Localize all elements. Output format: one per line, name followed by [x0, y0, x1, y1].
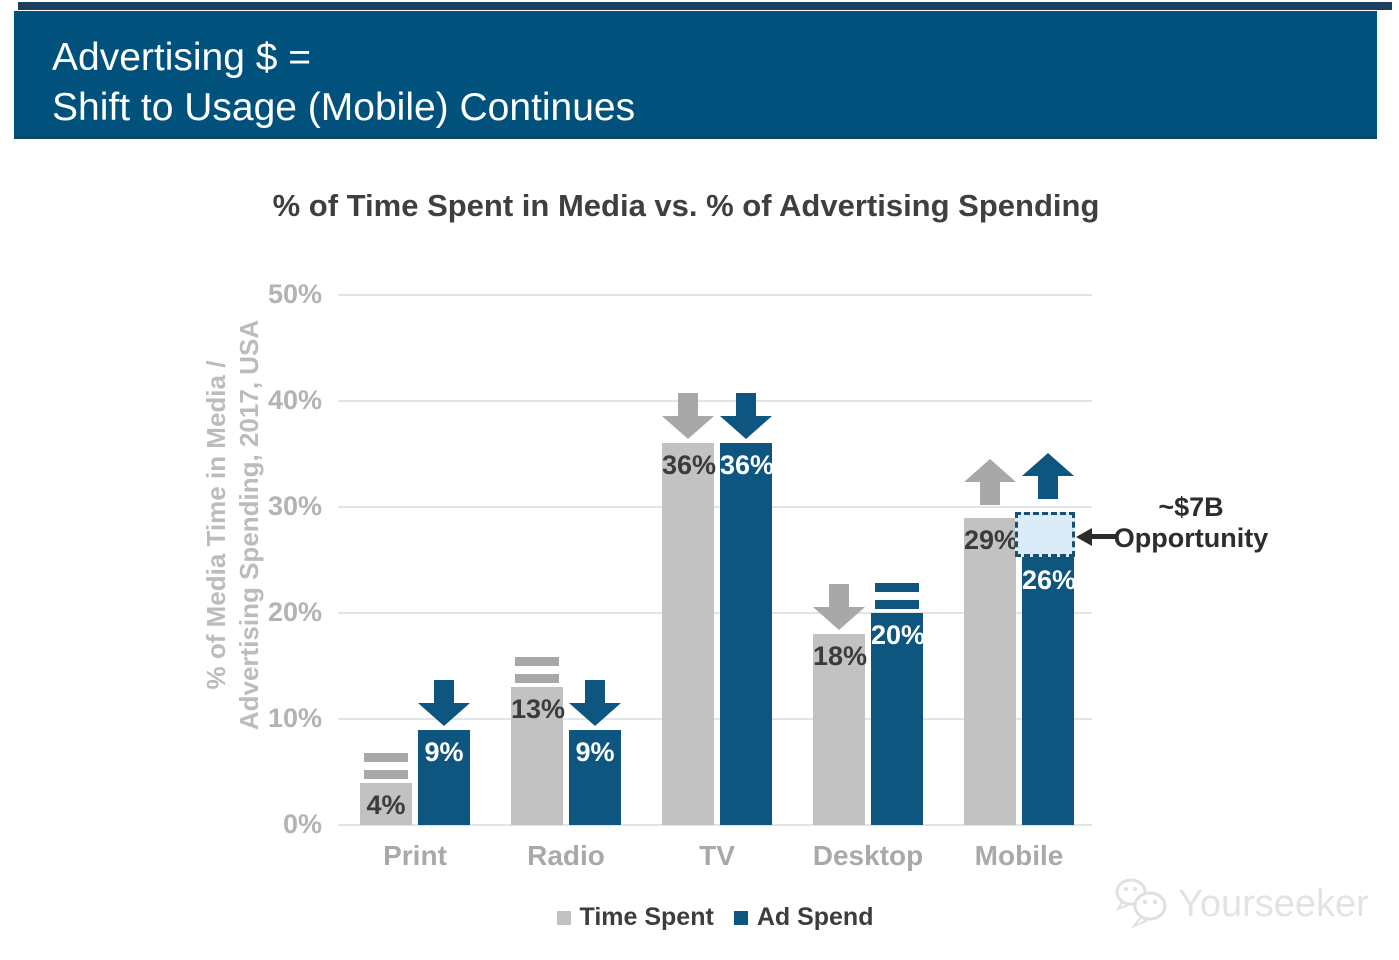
- bar-time-spent-desktop: [813, 634, 865, 825]
- value-label-ad-spend-mobile: 26%: [1022, 565, 1077, 596]
- value-label-ad-spend-radio: 9%: [575, 736, 615, 767]
- ad-spend-swatch-icon: [733, 910, 748, 925]
- equals-icon-time-spent-radio: [515, 657, 559, 684]
- value-label-ad-spend-desktop: 20%: [871, 620, 926, 650]
- up-arrow-icon-ad-spend-mobile: [1022, 453, 1074, 500]
- down-arrow-icon-time-spent-tv: [662, 393, 714, 440]
- gridline-20: [338, 612, 1092, 614]
- time-spent-swatch-icon: [556, 910, 571, 925]
- down-arrow-icon-ad-spend-print: [418, 679, 470, 726]
- legend-item-time-spent: Time Spent: [556, 903, 714, 932]
- gridline-40: [338, 400, 1092, 402]
- legend-label-ad-spend: Ad Spend: [756, 903, 874, 931]
- bar-ad-spend-mobile: [1022, 549, 1074, 825]
- chat-bubbles-icon: [1115, 878, 1167, 929]
- banner-line1: Advertising $ =: [52, 36, 312, 79]
- bar-time-spent-tv: [662, 443, 714, 825]
- gridline-50: [338, 294, 1092, 296]
- y-axis-label-line1: % of Media Time in Media /: [201, 360, 231, 690]
- gridline-0: [338, 824, 1092, 826]
- y-axis-label: % of Media Time in Media / Advertising S…: [200, 300, 266, 750]
- equals-icon-ad-spend-desktop: [875, 583, 919, 609]
- category-label-radio: Radio: [527, 840, 605, 871]
- gridline-10: [338, 718, 1092, 720]
- value-label-ad-spend-tv: 36%: [720, 450, 775, 481]
- category-label-mobile: Mobile: [974, 840, 1064, 871]
- annotation-arrow-left-icon: [1076, 528, 1092, 546]
- y-axis-label-line2: Advertising Spending, 2017, USA: [234, 319, 264, 731]
- bar-ad-spend-tv: [720, 443, 772, 825]
- bar-ad-spend-radio: [569, 729, 621, 825]
- banner-line2: Shift to Usage (Mobile) Continues: [52, 86, 636, 129]
- y-tick-label: 20%: [267, 597, 322, 627]
- value-label-time-spent-mobile: 29%: [964, 524, 1019, 555]
- equals-icon-time-spent-print: [364, 752, 408, 779]
- down-arrow-icon-time-spent-desktop: [813, 584, 865, 631]
- down-arrow-icon-ad-spend-radio: [569, 679, 621, 726]
- watermark: Yourseeker: [1110, 876, 1369, 932]
- legend-label-time-spent: Time Spent: [579, 903, 714, 931]
- bar-time-spent-radio: [511, 687, 563, 825]
- opportunity-label: Opportunity: [1113, 523, 1269, 553]
- y-tick-label: 30%: [267, 491, 322, 521]
- title-banner: Advertising $ = Shift to Usage (Mobile) …: [14, 11, 1377, 139]
- bar-time-spent-print: [360, 782, 412, 825]
- value-label-time-spent-print: 4%: [366, 789, 406, 820]
- value-label-time-spent-desktop: 18%: [813, 641, 868, 672]
- category-label-print: Print: [383, 840, 447, 871]
- y-tick-label: 0%: [282, 809, 322, 839]
- down-arrow-icon-ad-spend-tv: [720, 393, 772, 440]
- value-label-time-spent-radio: 13%: [511, 694, 566, 725]
- opportunity-box: [1015, 512, 1075, 558]
- annotation-arrow-line: [1091, 534, 1117, 539]
- category-label-tv: TV: [699, 840, 735, 871]
- opportunity-annotation: ~$7B Opportunity: [1106, 492, 1276, 554]
- bar-ad-spend-desktop: [871, 613, 923, 825]
- y-tick-label: 10%: [267, 703, 322, 733]
- bar-time-spent-mobile: [964, 517, 1016, 825]
- legend: Time Spent Ad Spend: [338, 903, 1092, 932]
- y-tick-label: 40%: [267, 385, 322, 415]
- opportunity-value: ~$7B: [1158, 492, 1224, 522]
- legend-item-ad-spend: Ad Spend: [733, 903, 874, 932]
- up-arrow-icon-time-spent-mobile: [964, 458, 1016, 505]
- bar-ad-spend-print: [418, 729, 470, 825]
- watermark-text: Yourseeker: [1178, 882, 1369, 925]
- value-label-time-spent-tv: 36%: [662, 450, 717, 481]
- gridline-30: [338, 506, 1092, 508]
- category-label-desktop: Desktop: [812, 840, 924, 871]
- top-strip: [18, 2, 1392, 10]
- y-tick-label: 50%: [267, 279, 322, 309]
- chart-title: % of Time Spent in Media vs. % of Advert…: [272, 188, 1100, 223]
- value-label-ad-spend-print: 9%: [424, 736, 464, 767]
